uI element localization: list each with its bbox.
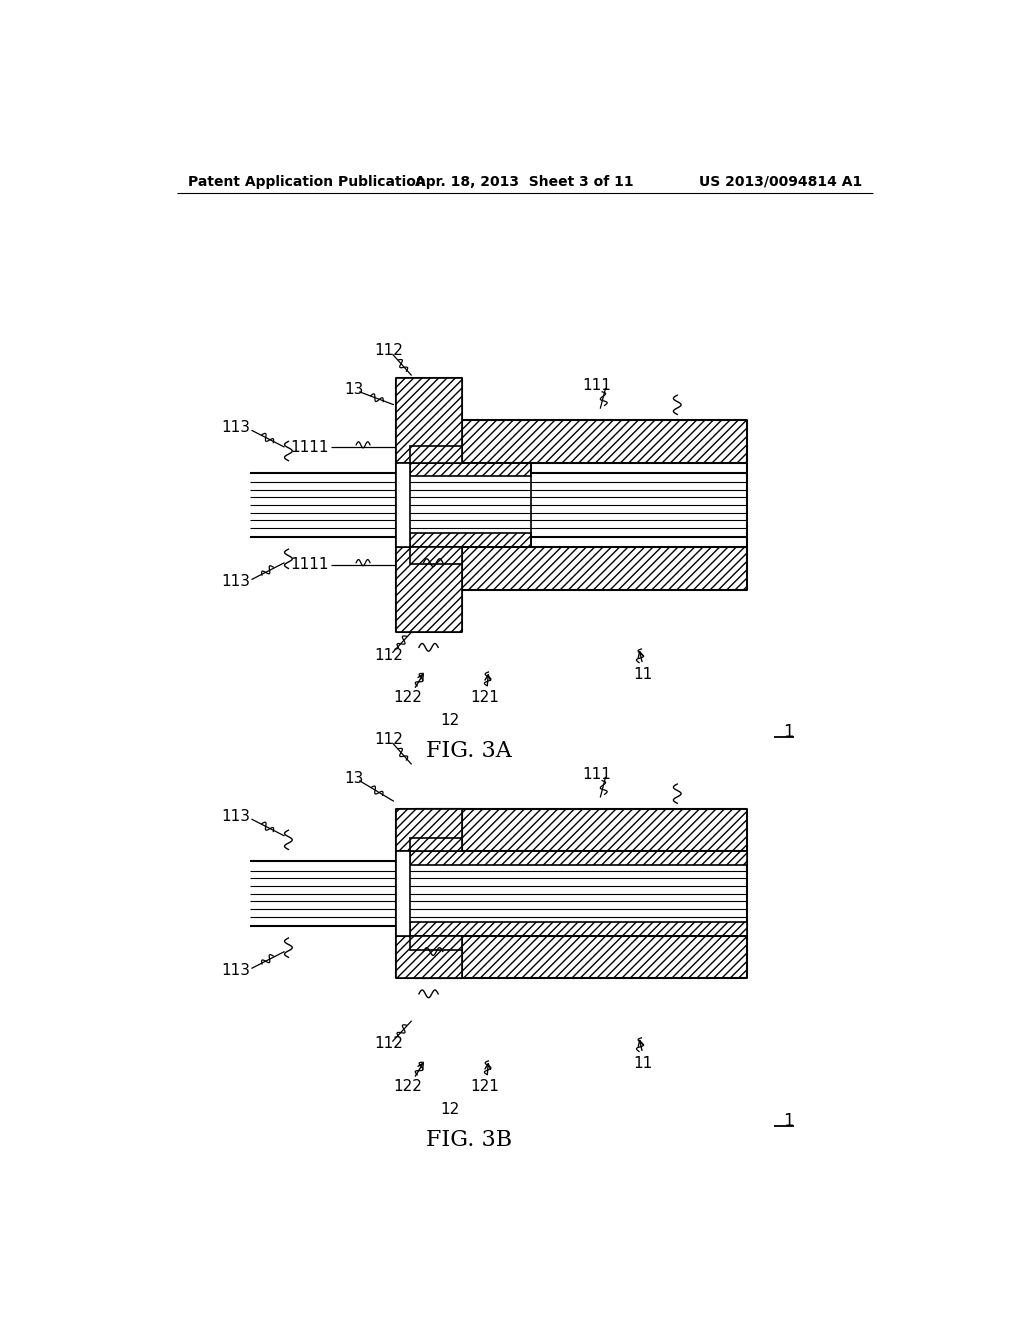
Bar [416,936,746,978]
Text: Apr. 18, 2013  Sheet 3 of 11: Apr. 18, 2013 Sheet 3 of 11 [416,174,634,189]
Bar [396,936,462,978]
Text: 112: 112 [374,733,403,747]
Text: FIG. 3A: FIG. 3A [426,741,512,763]
Text: 113: 113 [221,574,250,590]
Text: 12: 12 [440,713,460,729]
Bar [416,420,746,462]
Text: 113: 113 [221,809,250,824]
Text: 113: 113 [221,964,250,978]
Bar [410,838,462,851]
Bar [410,462,531,477]
Bar [410,851,746,866]
Text: Patent Application Publication: Patent Application Publication [188,174,426,189]
Text: 13: 13 [344,381,364,397]
Text: 112: 112 [374,343,403,359]
Bar [410,548,462,564]
Bar [410,936,462,950]
Text: 121: 121 [470,1078,499,1094]
Text: 11: 11 [633,1056,652,1071]
Text: US 2013/0094814 A1: US 2013/0094814 A1 [698,174,862,189]
Text: 13: 13 [344,771,364,785]
Text: 112: 112 [374,1036,403,1052]
Text: 12: 12 [440,1102,460,1117]
Text: 1111: 1111 [291,557,330,573]
Bar [416,548,746,590]
Text: 122: 122 [393,1078,422,1094]
Bar [396,462,410,548]
Text: 113: 113 [221,420,250,436]
Text: 11: 11 [633,667,652,682]
Text: 121: 121 [470,690,499,705]
Bar [396,378,462,462]
Bar [396,809,462,851]
Bar [410,533,531,548]
Text: 111: 111 [582,767,611,781]
Text: 1111: 1111 [291,440,330,454]
Text: 1: 1 [783,1111,795,1130]
Bar [416,809,746,851]
Text: FIG. 3B: FIG. 3B [426,1129,512,1151]
Text: 112: 112 [374,648,403,663]
Text: 111: 111 [582,378,611,393]
Text: 122: 122 [393,690,422,705]
Bar [410,446,462,462]
Bar [396,851,410,936]
Bar [396,548,462,632]
Bar [410,923,746,936]
Text: 1: 1 [783,723,795,741]
